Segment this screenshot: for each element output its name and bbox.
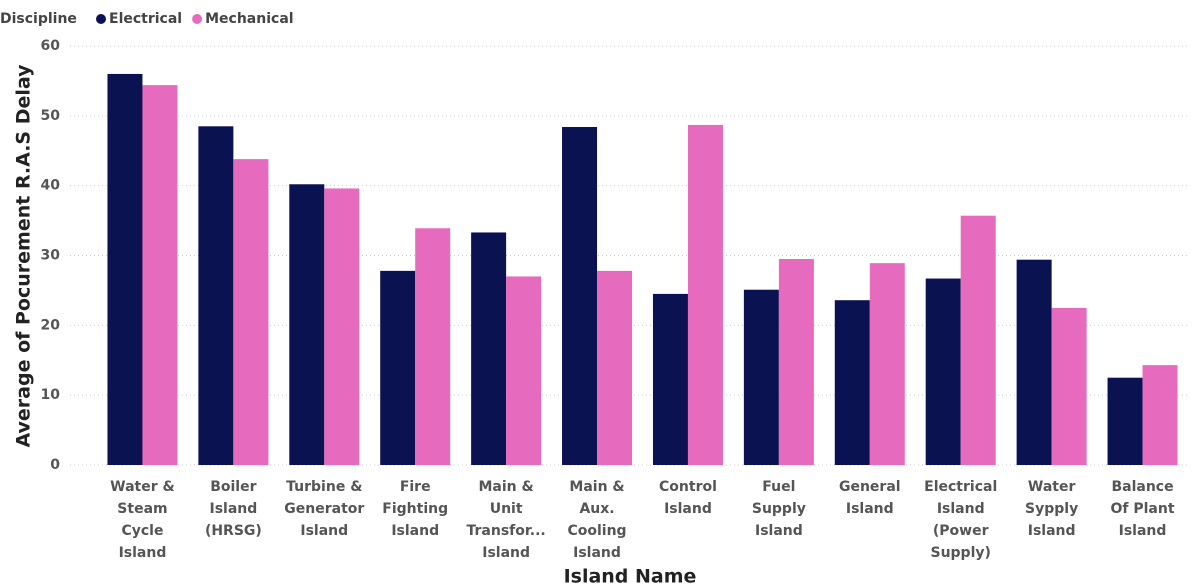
- y-tick-label: 50: [41, 108, 61, 124]
- y-axis-title: Average of Pocurement R.A.S Delay: [13, 64, 35, 448]
- bar: [1016, 259, 1052, 465]
- x-tick-label: Electrical Island (Power Supply): [924, 479, 998, 561]
- bar: [597, 270, 633, 465]
- x-tick-label: Control Island: [659, 479, 717, 517]
- legend-title: Discipline: [0, 11, 77, 27]
- bar: [324, 188, 360, 465]
- legend-label: Electrical: [109, 11, 182, 27]
- x-tick-label: Boiler Island (HRSG): [204, 479, 262, 539]
- bar: [380, 270, 416, 465]
- bar: [1051, 307, 1087, 465]
- bar: [1107, 377, 1143, 465]
- x-tick-label: Main & Aux. Cooling Island: [567, 479, 627, 561]
- bar: [960, 215, 996, 465]
- x-tick-label: Water & Steam Cycle Island: [110, 479, 175, 561]
- x-tick-label: Water Sypply Island: [1025, 479, 1079, 539]
- bar: [652, 293, 688, 465]
- bar: [198, 126, 234, 465]
- bar: [107, 73, 143, 465]
- x-tick-label: General Island: [838, 479, 901, 517]
- x-tick-label: Main & Unit Transfor... Island: [466, 479, 546, 561]
- legend-marker: [192, 14, 203, 24]
- bar: [415, 228, 451, 465]
- y-tick-label: 30: [41, 248, 61, 264]
- bar: [743, 289, 779, 465]
- bar: [562, 127, 598, 466]
- y-tick-label: 10: [41, 387, 61, 403]
- x-tick-label: Balance Of Plant Island: [1110, 479, 1175, 539]
- x-axis-title: Island Name: [564, 566, 697, 587]
- bar: [233, 159, 269, 465]
- legend-marker: [96, 14, 106, 24]
- x-tick-label: Turbine & Generator Island: [284, 479, 365, 539]
- y-tick-label: 0: [50, 457, 60, 473]
- bar: [289, 184, 325, 465]
- bar: [1142, 365, 1178, 465]
- y-tick-label: 40: [41, 178, 61, 194]
- bar: [687, 124, 723, 465]
- y-tick-label: 20: [41, 317, 61, 333]
- bar: [471, 232, 507, 465]
- legend-label: Mechanical: [205, 11, 293, 27]
- y-tick-label: 60: [41, 38, 61, 54]
- bar: [142, 85, 178, 466]
- bar: [778, 258, 814, 465]
- bar: [834, 300, 870, 465]
- bar: [869, 263, 905, 465]
- bar: [925, 278, 961, 465]
- x-tick-label: Fire Fighting Island: [382, 479, 449, 539]
- bar: [506, 276, 542, 465]
- x-tick-label: Fuel Supply Island: [751, 479, 806, 539]
